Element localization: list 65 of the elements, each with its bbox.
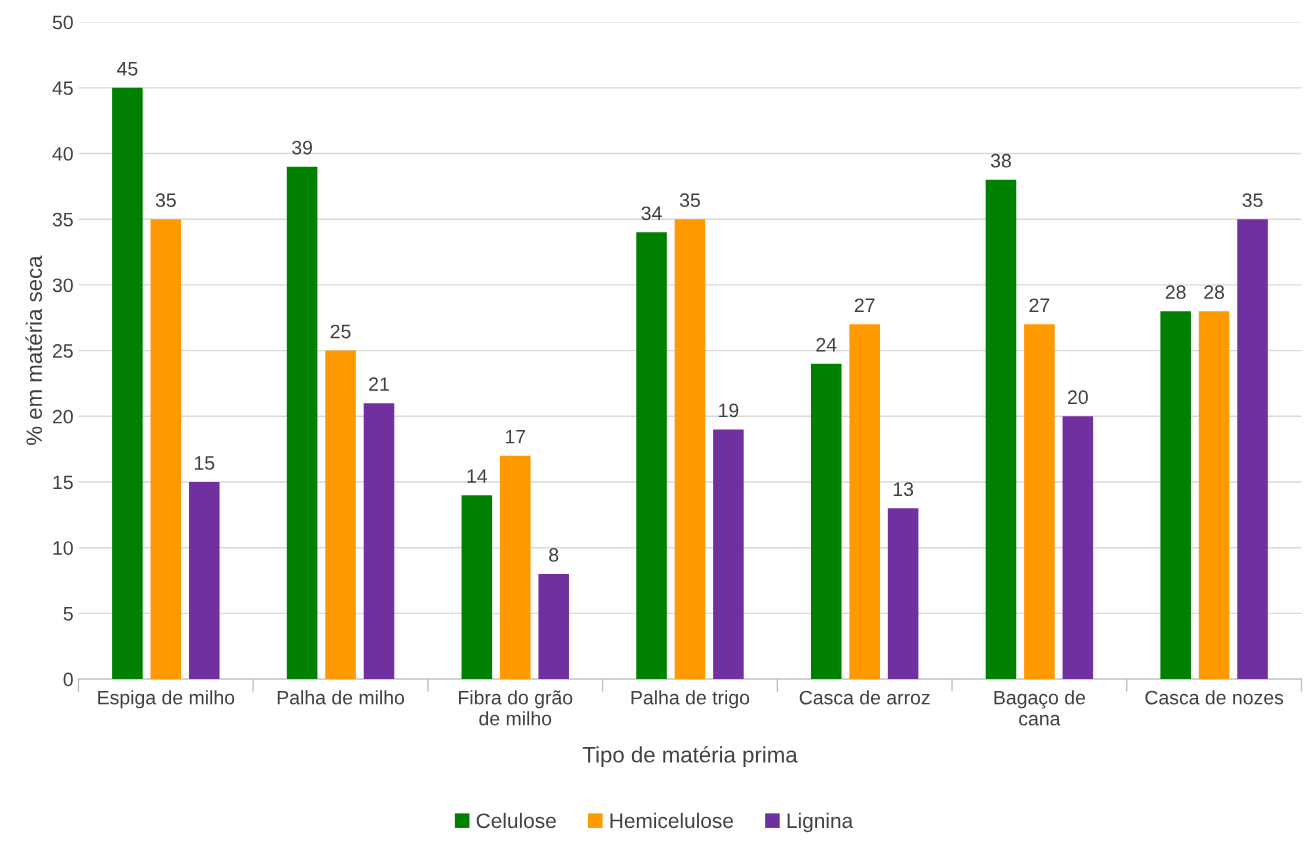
bar bbox=[1198, 311, 1230, 680]
x-axis-title: Tipo de matéria prima bbox=[582, 746, 798, 768]
bar bbox=[887, 508, 919, 680]
y-tick-label: 45 bbox=[52, 81, 73, 96]
x-tick-label: Casca de nozes bbox=[1145, 690, 1284, 705]
data-label: 45 bbox=[117, 62, 138, 76]
data-label: 39 bbox=[292, 140, 312, 155]
bar bbox=[150, 219, 182, 680]
x-tick-label: Palha de trigo bbox=[631, 690, 750, 709]
data-label: 28 bbox=[1165, 285, 1186, 300]
y-axis-title: % em matéria seca bbox=[25, 255, 43, 445]
bar bbox=[1062, 416, 1094, 680]
bar bbox=[112, 87, 143, 680]
bar bbox=[1160, 311, 1191, 680]
data-label: 20 bbox=[1067, 390, 1088, 405]
bar bbox=[810, 363, 842, 680]
data-label: 24 bbox=[816, 337, 837, 352]
data-label: 19 bbox=[719, 403, 739, 418]
legend-label: Lignina bbox=[787, 812, 854, 833]
data-label: 35 bbox=[155, 193, 176, 208]
data-label: 35 bbox=[679, 193, 700, 208]
bar bbox=[538, 573, 569, 680]
bar bbox=[1024, 324, 1055, 680]
bar bbox=[849, 324, 880, 680]
x-tick-label: Casca de arroz bbox=[799, 690, 930, 705]
bar bbox=[636, 232, 667, 680]
y-tick-label: 5 bbox=[63, 607, 73, 621]
data-label: 21 bbox=[369, 377, 389, 391]
data-label: 25 bbox=[330, 324, 351, 339]
bar bbox=[325, 350, 356, 680]
bar bbox=[461, 495, 493, 680]
x-tick-label: Espiga de milho bbox=[98, 690, 235, 709]
bar bbox=[674, 219, 706, 680]
bar bbox=[286, 166, 318, 680]
bar bbox=[188, 482, 220, 680]
bar bbox=[985, 179, 1017, 680]
y-tick-label: 0 bbox=[63, 672, 73, 687]
data-label: 28 bbox=[1204, 285, 1225, 300]
data-label: 8 bbox=[549, 548, 559, 562]
bar bbox=[499, 455, 531, 680]
y-tick-label: 40 bbox=[52, 146, 73, 161]
data-label: 14 bbox=[467, 469, 488, 483]
data-label: 35 bbox=[1242, 193, 1263, 208]
data-label: 38 bbox=[990, 153, 1011, 168]
y-tick-label: 50 bbox=[52, 15, 73, 30]
legend-label: Celulose bbox=[476, 812, 556, 829]
y-tick-label: 20 bbox=[52, 409, 73, 424]
y-tick-label: 25 bbox=[52, 344, 73, 358]
x-tick-label: Fibra do grão de milho bbox=[459, 690, 573, 726]
x-tick-label: Bagaço de cana bbox=[994, 690, 1086, 726]
y-tick-label: 30 bbox=[52, 278, 73, 293]
data-label: 27 bbox=[1029, 298, 1050, 312]
data-label: 17 bbox=[505, 429, 526, 444]
y-tick-label: 10 bbox=[53, 541, 73, 555]
data-label: 15 bbox=[194, 456, 215, 470]
bar bbox=[713, 429, 744, 680]
data-label: 27 bbox=[854, 298, 875, 312]
x-tick-label: Palha de milho bbox=[277, 690, 405, 705]
y-tick-label: 35 bbox=[52, 212, 73, 227]
y-tick-label: 15 bbox=[53, 475, 73, 490]
bar bbox=[1237, 219, 1268, 680]
data-label: 13 bbox=[893, 482, 914, 497]
legend-label: Hemicelulose bbox=[610, 812, 733, 829]
bar bbox=[363, 403, 395, 680]
data-label: 34 bbox=[641, 206, 662, 221]
